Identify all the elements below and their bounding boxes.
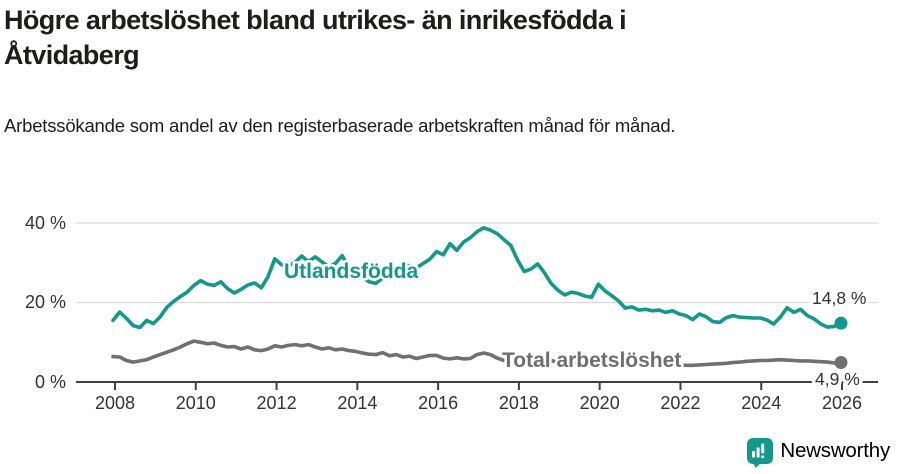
x-tick-label-2016: 2016 [418, 393, 458, 413]
x-tick-label-2026: 2026 [822, 393, 862, 413]
x-tick-label-2008: 2008 [95, 393, 135, 413]
series-line-total-arbetsl-shet [111, 339, 843, 368]
end-dot-total-arbetsl-shet [834, 356, 848, 370]
y-tick-label-40: 40 % [25, 213, 66, 233]
page-title: Högre arbetslöshet bland utrikes- än inr… [4, 5, 627, 70]
end-value-label-total: 4,9 % [815, 369, 860, 389]
x-tick-label-2022: 2022 [660, 393, 700, 413]
end-value-label-utlandsfodda: 14,8 % [812, 288, 866, 308]
y-tick-label-0: 0 % [35, 372, 66, 392]
chart-subtitle: Arbetssökande som andel av den registerb… [4, 115, 676, 136]
footer-logo: Newsworthy [747, 438, 890, 468]
x-tick-label-2018: 2018 [499, 393, 539, 413]
series-label-total-arbetsloshet: Total arbetslöshet [502, 349, 681, 372]
x-tick-label-2024: 2024 [741, 393, 781, 413]
series-label-utlandsfodda: Utlandsfödda [284, 260, 418, 283]
series-line-utlandsf-dda [111, 226, 843, 330]
x-tick-label-2010: 2010 [176, 393, 216, 413]
x-tick-label-2020: 2020 [580, 393, 620, 413]
y-tick-label-20: 20 % [25, 292, 66, 312]
x-tick-label-2014: 2014 [337, 393, 377, 413]
x-tick-label-2012: 2012 [257, 393, 297, 413]
newsworthy-wordmark: Newsworthy [780, 439, 890, 462]
end-dot-utlandsf-dda [834, 316, 848, 330]
chart-generated: 2008 2010 2012 2014 2016 2018 2020 2022 2024 2026 [76, 222, 878, 413]
chart-labels: 0 % 20 % 40 % Utlandsfödda Total arbetsl… [25, 213, 870, 393]
newsworthy-bubble-chart-icon [747, 438, 774, 468]
